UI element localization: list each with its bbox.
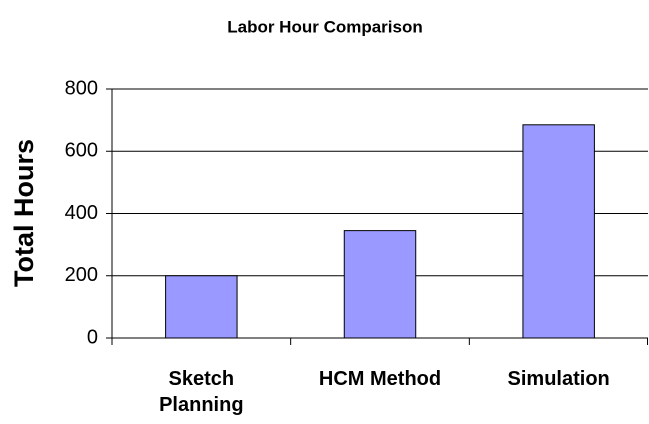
x-tick-label: HCM Method (318, 368, 442, 390)
bar (165, 275, 238, 339)
y-tick-label: 200 (65, 264, 98, 286)
chart-title: Labor Hour Comparison (227, 17, 423, 36)
bar (522, 124, 595, 339)
bar (343, 230, 417, 339)
x-tick-label: Simulation (507, 368, 610, 390)
y-tick-label: 600 (65, 140, 98, 162)
y-axis-label: Total Hours (9, 139, 39, 287)
y-tick-label: 400 (65, 202, 98, 224)
y-tick-label: 800 (65, 77, 98, 99)
y-tick-label: 0 (87, 326, 98, 348)
x-tick-label: Sketch Planning (159, 368, 244, 416)
